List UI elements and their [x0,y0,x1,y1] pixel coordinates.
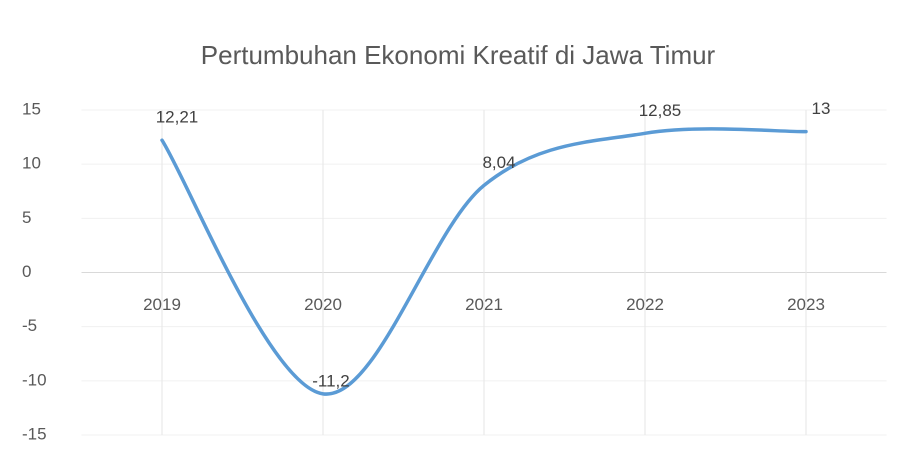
y-tick-label: -10 [22,370,47,389]
data-label: 13 [812,99,831,118]
chart: Pertumbuhan Ekonomi Kreatif di Jawa Timu… [0,0,904,459]
data-label: 12,21 [156,108,199,127]
x-tick-label: 2019 [143,295,181,314]
y-tick-label: 10 [22,154,41,173]
y-tick-label: 5 [22,208,31,227]
y-tick-label: 15 [22,99,41,118]
data-label: 12,85 [639,101,682,120]
data-label: -11,2 [312,371,350,390]
y-tick-label: -15 [22,424,47,443]
x-tick-label: 2020 [304,295,342,314]
page: {"chart_data": {"type": "line", "title":… [0,0,904,459]
x-tick-label: 2021 [465,295,503,314]
y-tick-label: 0 [22,262,31,281]
x-tick-label: 2022 [626,295,664,314]
x-tick-label: 2023 [787,295,825,314]
data-label: 8,04 [482,153,515,172]
chart-title: Pertumbuhan Ekonomi Kreatif di Jawa Timu… [201,40,716,70]
y-tick-label: -5 [22,316,37,335]
